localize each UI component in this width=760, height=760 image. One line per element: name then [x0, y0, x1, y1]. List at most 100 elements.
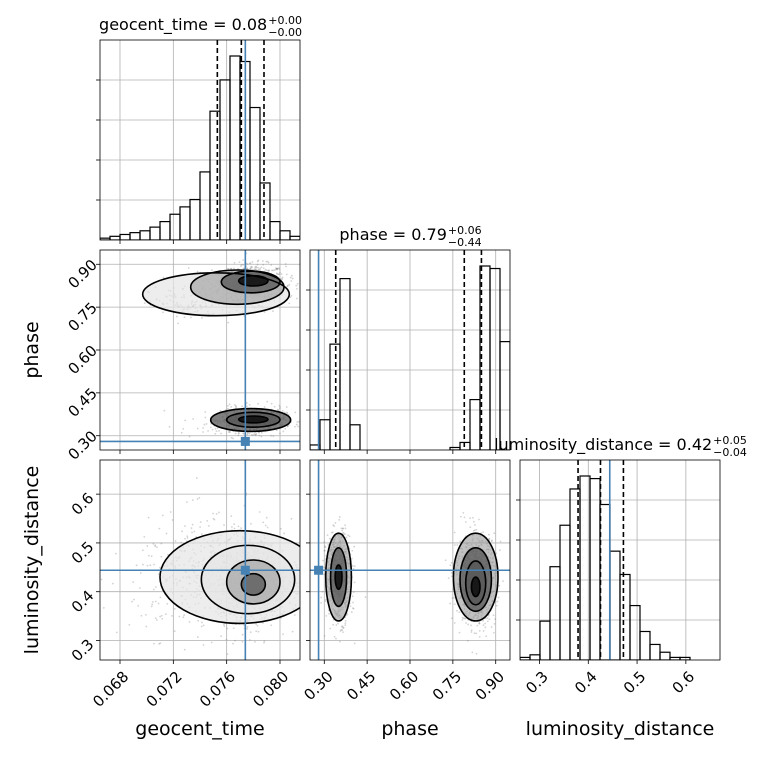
- sample-point: [249, 631, 252, 634]
- sample-point: [154, 617, 157, 620]
- sample-point: [284, 263, 287, 265]
- hist-bar: [119, 233, 131, 240]
- sample-point: [251, 261, 254, 263]
- sample-point: [205, 423, 208, 425]
- sample-point: [198, 496, 201, 499]
- sample-point: [131, 600, 133, 603]
- sample-point: [171, 615, 173, 617]
- panel-2d-geocent_time-luminosity_distance: [96, 459, 301, 664]
- panel-2d-phase-luminosity_distance: [306, 459, 511, 664]
- sample-point: [153, 563, 155, 566]
- sample-point: [193, 530, 196, 533]
- sample-point: [275, 268, 277, 271]
- sample-point: [353, 581, 356, 584]
- sample-point: [231, 526, 233, 528]
- sample-point: [490, 540, 493, 543]
- sample-point: [454, 603, 456, 606]
- sample-point: [137, 604, 140, 607]
- sample-point: [303, 274, 305, 276]
- sample-point: [100, 578, 103, 581]
- sample-point: [209, 426, 212, 429]
- sample-point: [191, 523, 194, 526]
- sample-point: [464, 617, 467, 620]
- sample-point: [280, 277, 283, 280]
- sample-point: [286, 412, 289, 415]
- sample-point: [138, 587, 141, 589]
- sample-point: [324, 546, 327, 549]
- sample-point: [228, 403, 231, 406]
- sample-point: [263, 311, 266, 313]
- sample-point: [204, 416, 207, 419]
- sample-point: [152, 588, 155, 591]
- sample-point: [151, 603, 154, 606]
- sample-point: [495, 552, 497, 555]
- sample-point: [233, 267, 235, 270]
- sample-point: [488, 538, 490, 541]
- sample-point: [349, 605, 352, 608]
- sample-point: [351, 564, 354, 567]
- sample-point: [245, 405, 248, 408]
- sample-point: [264, 268, 267, 271]
- sample-point: [191, 499, 194, 502]
- sample-point: [248, 262, 251, 265]
- sample-point: [271, 269, 273, 272]
- sample-point: [320, 602, 323, 604]
- sample-point: [347, 534, 349, 537]
- sample-point: [201, 317, 203, 319]
- sample-point: [260, 431, 263, 434]
- hist-bar: [149, 226, 161, 240]
- sample-point: [252, 434, 255, 436]
- sample-point: [298, 420, 300, 423]
- sample-point: [335, 624, 338, 626]
- sample-point: [246, 267, 249, 270]
- sample-point: [499, 540, 502, 543]
- sample-point: [281, 276, 284, 279]
- sample-point: [196, 270, 199, 273]
- title-text-phase: phase = 0.79: [339, 225, 446, 244]
- panel-hist-luminosity_distance: luminosity_distance = 0.42 +0.05−0.04: [494, 434, 747, 664]
- sample-point: [259, 269, 261, 271]
- sample-point: [146, 564, 149, 567]
- sample-point: [324, 545, 327, 548]
- sample-point: [342, 527, 344, 530]
- sample-point: [502, 580, 504, 583]
- sample-point: [347, 541, 350, 544]
- sample-point: [284, 427, 287, 430]
- sample-point: [230, 436, 233, 439]
- sample-point: [281, 278, 283, 281]
- sample-point: [281, 409, 284, 412]
- title-value: 0.08: [232, 15, 268, 34]
- sample-point: [228, 431, 231, 434]
- density-layer: [320, 511, 504, 655]
- sample-point: [135, 564, 138, 567]
- sample-point: [352, 568, 355, 570]
- title-phase: phase = 0.79 +0.06−0.44: [339, 224, 481, 249]
- title-value: 0.42: [677, 435, 713, 454]
- truth-marker: [240, 436, 250, 446]
- sample-point: [353, 565, 356, 568]
- sample-point: [478, 621, 481, 623]
- sample-point: [182, 616, 185, 619]
- sample-point: [242, 267, 245, 270]
- sample-point: [478, 636, 481, 638]
- title-minus: −0.00: [268, 26, 302, 39]
- sample-point: [270, 434, 272, 437]
- sample-point: [291, 277, 294, 280]
- sample-point: [290, 294, 293, 297]
- sample-point: [334, 521, 337, 524]
- sample-point: [351, 595, 354, 598]
- title-minus: −0.04: [713, 446, 747, 459]
- sample-point: [332, 623, 335, 626]
- sample-point: [257, 259, 260, 262]
- sample-point: [340, 625, 343, 628]
- sample-point: [345, 536, 348, 539]
- sample-point: [332, 524, 335, 527]
- sample-point: [184, 419, 186, 422]
- sample-point: [234, 432, 237, 435]
- sample-point: [469, 526, 472, 529]
- sample-point: [279, 406, 281, 408]
- sample-point: [295, 284, 298, 287]
- sample-point: [338, 640, 341, 643]
- hist-bar: [539, 620, 551, 660]
